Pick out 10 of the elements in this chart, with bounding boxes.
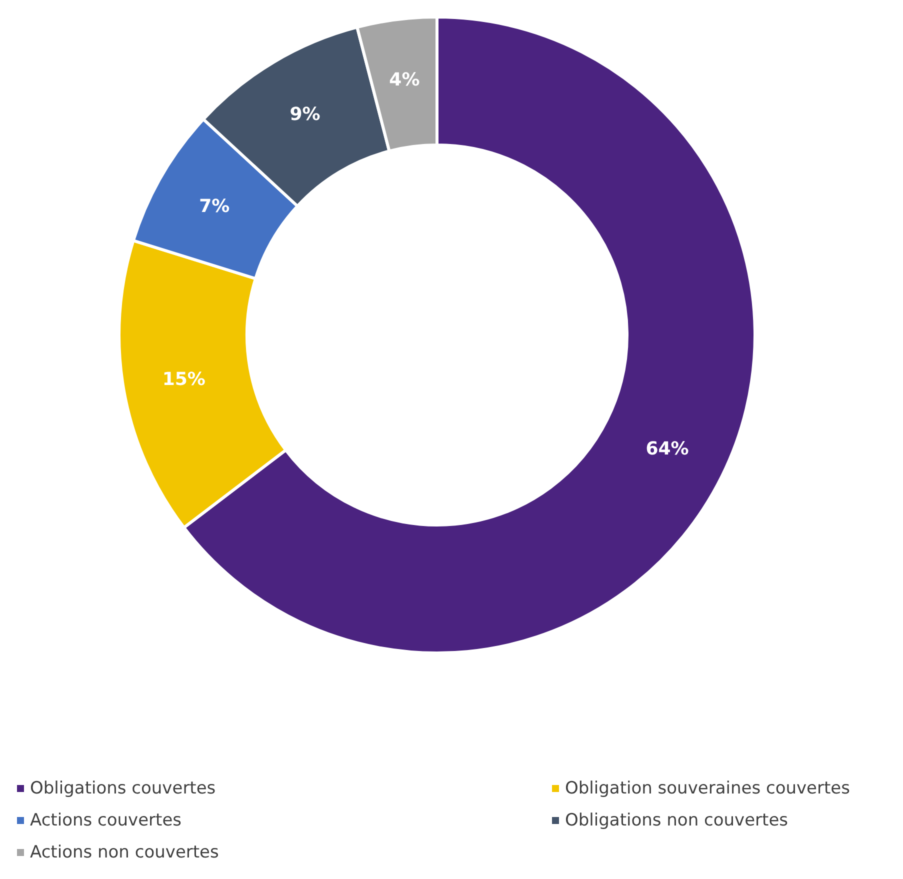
legend-label: Obligations couvertes <box>30 778 216 798</box>
legend-label: Obligations non couvertes <box>565 810 788 830</box>
data-label: 64% <box>646 438 689 460</box>
legend-label: Obligation souveraines couvertes <box>565 778 850 798</box>
data-label: 7% <box>199 196 230 217</box>
legend-label: Actions couvertes <box>30 810 182 830</box>
data-label: 9% <box>290 104 320 125</box>
data-label: 15% <box>162 369 206 390</box>
legend-label: Actions non couvertes <box>30 842 220 862</box>
data-label: 4% <box>389 70 420 91</box>
